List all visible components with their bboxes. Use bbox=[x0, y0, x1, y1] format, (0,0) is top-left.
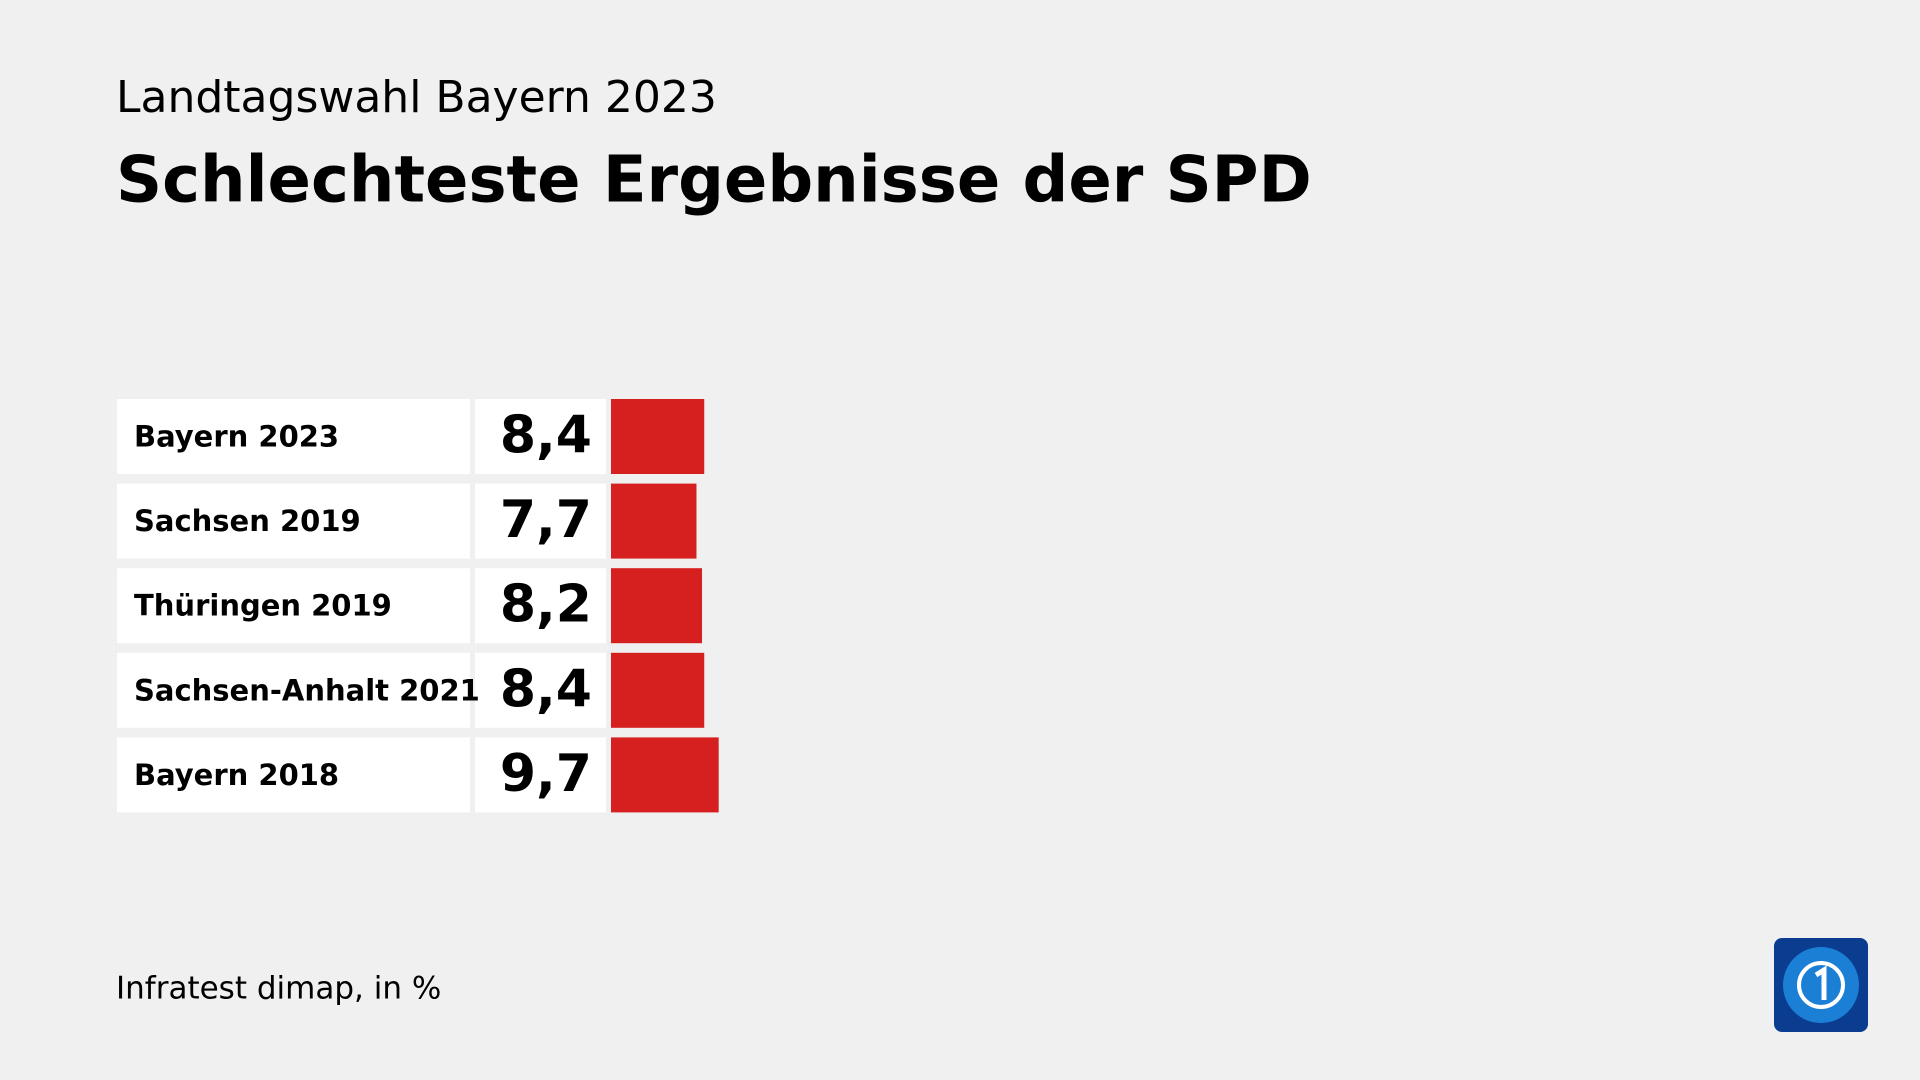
bar bbox=[611, 483, 697, 559]
value-label: 7,7 bbox=[500, 490, 592, 550]
source: Infratest dimap, in % bbox=[116, 971, 441, 1007]
value-cell bbox=[475, 399, 606, 474]
bar bbox=[611, 568, 703, 644]
category-label: Thüringen 2019 bbox=[134, 589, 392, 623]
logo bbox=[1774, 938, 1868, 1032]
bar bbox=[611, 399, 705, 474]
chart-title: Schlechteste Ergebnisse der SPD bbox=[116, 144, 1312, 218]
label-cell bbox=[117, 737, 470, 813]
value-label: 8,4 bbox=[500, 406, 592, 466]
value-label: 8,2 bbox=[500, 575, 592, 635]
value-label: 9,7 bbox=[500, 744, 592, 804]
value-cell bbox=[475, 652, 606, 728]
logo-ring bbox=[1797, 961, 1845, 1009]
value-cell bbox=[475, 568, 606, 644]
category-label: Bayern 2023 bbox=[134, 420, 339, 454]
bar bbox=[611, 652, 705, 728]
category-label: Sachsen 2019 bbox=[134, 504, 361, 538]
value-cell bbox=[475, 737, 606, 813]
chart-supertitle: Landtagswahl Bayern 2023 bbox=[116, 72, 717, 123]
label-cell bbox=[117, 399, 470, 474]
value-label: 8,4 bbox=[500, 659, 592, 719]
bar bbox=[611, 737, 719, 813]
label-cell bbox=[117, 568, 470, 644]
logo-one bbox=[1814, 965, 1827, 1000]
category-label: Bayern 2018 bbox=[134, 758, 339, 792]
label-cell bbox=[117, 483, 470, 559]
logo-globe bbox=[1783, 947, 1859, 1023]
label-cell bbox=[117, 652, 470, 728]
value-cell bbox=[475, 483, 606, 559]
category-label: Sachsen-Anhalt 2021 bbox=[134, 673, 480, 707]
